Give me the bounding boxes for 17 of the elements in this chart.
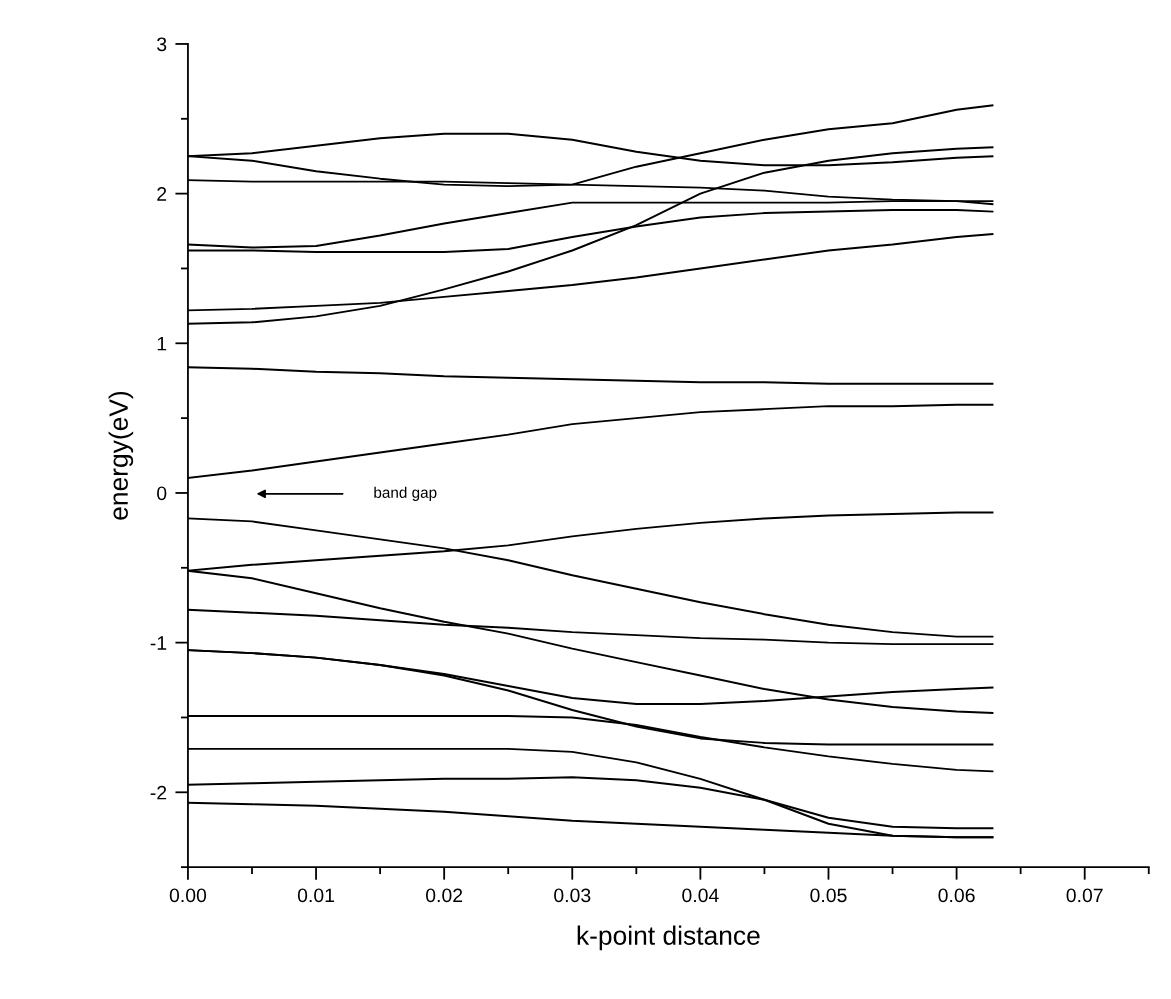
x-tick-label: 0.03: [554, 888, 591, 903]
x-tick-label: 0.04: [682, 888, 719, 903]
y-tick-label: 2: [157, 187, 167, 201]
y-tick-label: 3: [157, 37, 167, 52]
x-axis-title: k-point distance: [577, 925, 760, 951]
y-tick-label: -2: [150, 785, 167, 800]
x-tick-label: 0.07: [1066, 888, 1103, 903]
y-tick-label: 1: [157, 336, 167, 351]
x-tick-label: 0.01: [297, 888, 335, 903]
annotation: band gap: [374, 486, 437, 501]
x-tick-label: 0.06: [938, 888, 975, 903]
x-tick-label: 0.05: [810, 888, 847, 903]
x-tick-label: 0.02: [426, 888, 463, 903]
y-axis-title: energy(eV): [108, 391, 134, 520]
y-tick-label: -1: [150, 636, 167, 650]
x-tick-label: 0.00: [169, 888, 207, 903]
y-tick-label: 0: [157, 486, 167, 501]
